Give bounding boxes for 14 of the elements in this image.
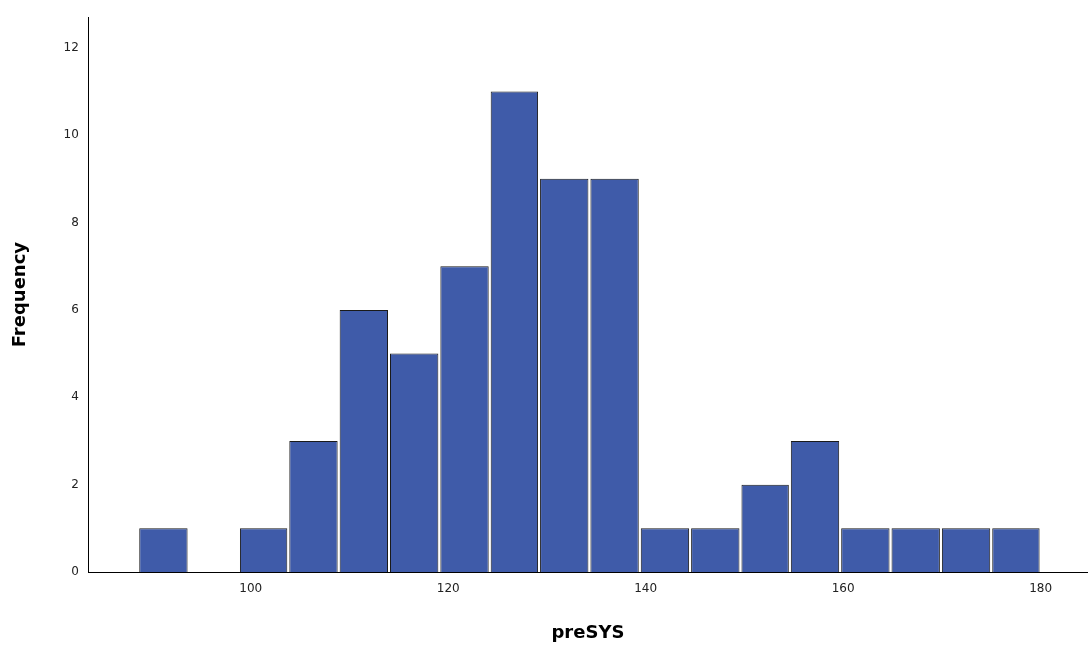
x-tick-label: 100 [239,581,263,596]
x-axis-title: preSYS [551,620,625,642]
y-tick-label: 6 [71,302,79,317]
y-tick-label: 10 [63,127,79,142]
x-tick-label: 120 [436,581,460,596]
y-tick-label: 2 [71,476,79,491]
x-tick-label: 160 [831,581,855,596]
y-tick-label: 4 [71,389,79,404]
y-tick-label: 12 [63,39,79,54]
y-tick-label: 8 [71,214,79,229]
y-tick-label: 0 [71,564,79,579]
y-axis-title: Frequency [8,241,30,348]
x-tick-label: 180 [1029,581,1053,596]
x-tick-label: 140 [634,581,658,596]
